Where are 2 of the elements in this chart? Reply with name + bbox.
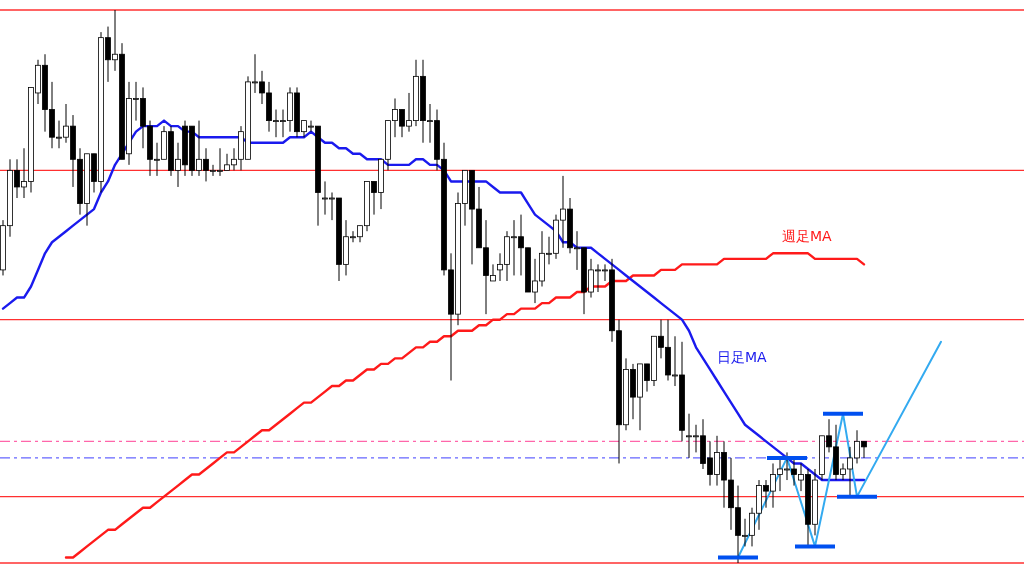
series-label: 日足MA [717, 349, 768, 366]
series-label: 週足MA [782, 228, 833, 245]
